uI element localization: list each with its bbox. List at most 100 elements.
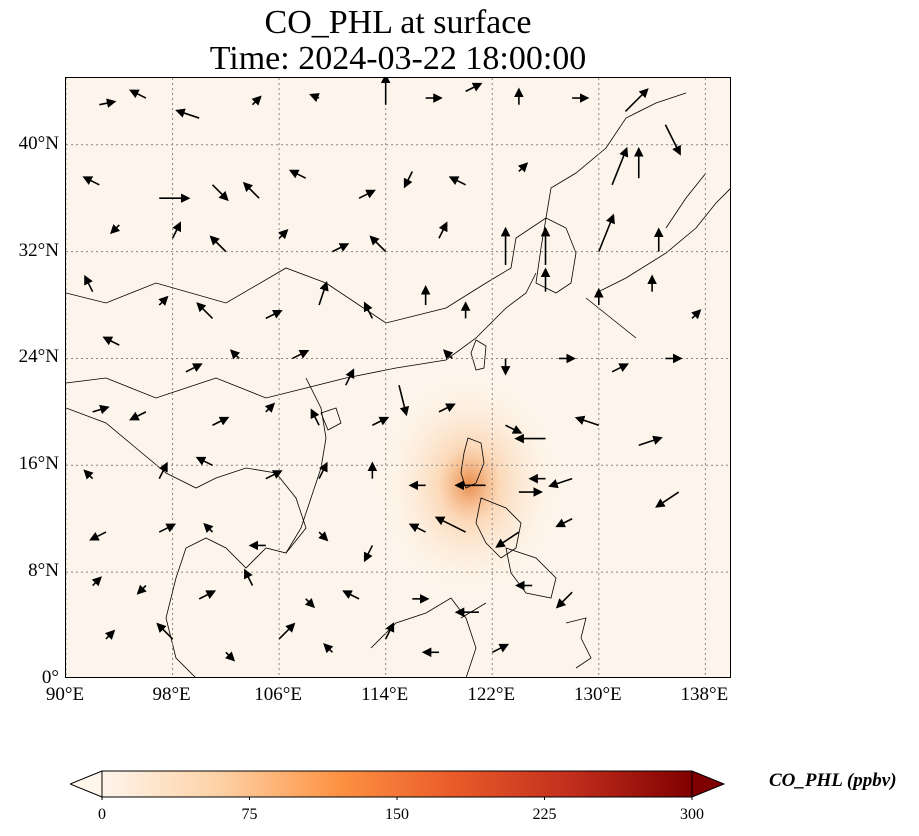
wind-vector — [574, 415, 600, 427]
wind-vector — [332, 243, 350, 253]
lon-tick-label: 138°E — [680, 684, 729, 705]
wind-vector — [158, 461, 168, 480]
wind-vector — [310, 408, 320, 426]
wind-vector — [102, 336, 120, 346]
lon-tick-label: 90°E — [45, 684, 85, 705]
wind-vector — [363, 545, 374, 563]
wind-vector — [175, 108, 200, 119]
lat-tick-label: 40°N — [18, 132, 59, 154]
wind-vector — [398, 384, 410, 417]
wind-vector — [242, 181, 260, 199]
wind-vector — [83, 469, 94, 480]
lon-tick-label: 98°E — [152, 684, 191, 705]
wind-vector — [465, 82, 483, 93]
borneo — [370, 597, 487, 677]
philippines-south — [475, 497, 557, 599]
wind-vector — [129, 89, 147, 99]
lat-tick-label: 8°N — [28, 560, 59, 582]
wind-vector — [438, 221, 448, 239]
wind-vector — [136, 584, 147, 595]
wind-vector — [185, 363, 203, 373]
wind-vector — [212, 416, 230, 426]
wind-vector — [555, 591, 573, 609]
wind-vector — [598, 213, 615, 252]
wind-vector — [358, 189, 376, 199]
colorbar-tick-label: 150 — [385, 806, 409, 823]
taiwan — [470, 339, 487, 371]
wind-vector — [517, 162, 529, 173]
wind-vector — [229, 349, 241, 360]
wind-vector — [342, 590, 360, 600]
wind-vector — [82, 176, 100, 186]
lat-tick-label: 16°N — [18, 453, 59, 475]
wind-vector — [158, 295, 169, 306]
wind-vector — [691, 309, 702, 320]
wind-vector — [611, 146, 629, 186]
wind-vector — [611, 363, 629, 373]
lon-tick-label: 130°E — [573, 684, 622, 705]
wind-vector — [265, 309, 283, 320]
wind-vector — [196, 302, 214, 319]
wind-vector — [638, 435, 663, 447]
china-coast — [66, 92, 687, 324]
wind-vector — [129, 411, 147, 421]
colorbar-tick-label: 0 — [98, 806, 106, 823]
wind-vector — [664, 124, 681, 156]
colorbar-label: CO_PHL (ppbv) — [769, 770, 897, 791]
hainan — [320, 407, 342, 431]
lat-tick-label: 24°N — [18, 346, 59, 368]
wind-vector — [195, 456, 213, 467]
wind-vector — [211, 184, 229, 202]
wind-vector — [318, 281, 329, 306]
gridlines — [66, 78, 730, 677]
wind-vector — [655, 491, 680, 508]
wind-vector — [345, 368, 355, 386]
colorbar — [70, 770, 725, 800]
japan-islands — [585, 172, 730, 339]
wind-vector — [264, 402, 276, 413]
colorbar-gradient — [101, 770, 693, 798]
wind-vector — [438, 403, 456, 413]
wind-vector — [318, 531, 329, 542]
wind-vectors — [82, 78, 702, 662]
wind-vector — [369, 235, 387, 253]
wind-vector — [384, 622, 395, 640]
wind-vector — [198, 590, 217, 600]
lat-tick-label: 32°N — [18, 239, 59, 261]
wind-vector — [491, 643, 510, 654]
co-plume-layer — [379, 374, 560, 595]
wind-vector — [110, 223, 121, 235]
colorbar-extend-min — [70, 770, 103, 798]
wind-vector — [624, 88, 649, 112]
wind-vector — [443, 349, 454, 360]
lat-tick-label: 0° — [41, 667, 59, 688]
lon-tick-label: 122°E — [467, 684, 516, 705]
wind-vector — [203, 522, 214, 534]
wind-vector — [89, 531, 107, 541]
wind-vector — [99, 98, 117, 108]
indochina — [66, 407, 307, 677]
wind-vector — [548, 477, 573, 489]
wind-vector — [495, 531, 520, 548]
wind-vector — [318, 461, 328, 480]
wind-vector — [105, 629, 116, 640]
wind-vector — [156, 622, 174, 640]
wind-vector — [251, 95, 262, 106]
wind-vector — [309, 93, 320, 103]
wind-vector — [244, 568, 254, 586]
wind-vector — [372, 416, 390, 426]
lon-tick-label: 114°E — [361, 684, 409, 705]
coastline-layer — [66, 92, 730, 677]
wind-vector — [209, 235, 227, 253]
chart-title-line2: Time: 2024-03-22 18:00:00 — [209, 40, 587, 77]
wind-vector — [304, 597, 316, 609]
colorbar-tick-label: 75 — [241, 806, 258, 823]
wind-vector — [265, 470, 283, 480]
colorbar-tick-label: 300 — [680, 806, 704, 823]
colorbar-extend-max — [691, 770, 725, 798]
colorbar-tick-label: 225 — [532, 806, 557, 823]
wind-vector — [158, 523, 177, 533]
wind-vector — [555, 518, 573, 528]
chart-title-line1: CO_PHL at surface — [264, 4, 532, 41]
co-plume — [379, 374, 560, 595]
